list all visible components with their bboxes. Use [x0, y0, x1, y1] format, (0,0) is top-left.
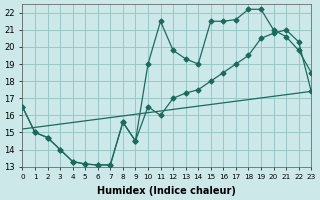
X-axis label: Humidex (Indice chaleur): Humidex (Indice chaleur): [97, 186, 236, 196]
